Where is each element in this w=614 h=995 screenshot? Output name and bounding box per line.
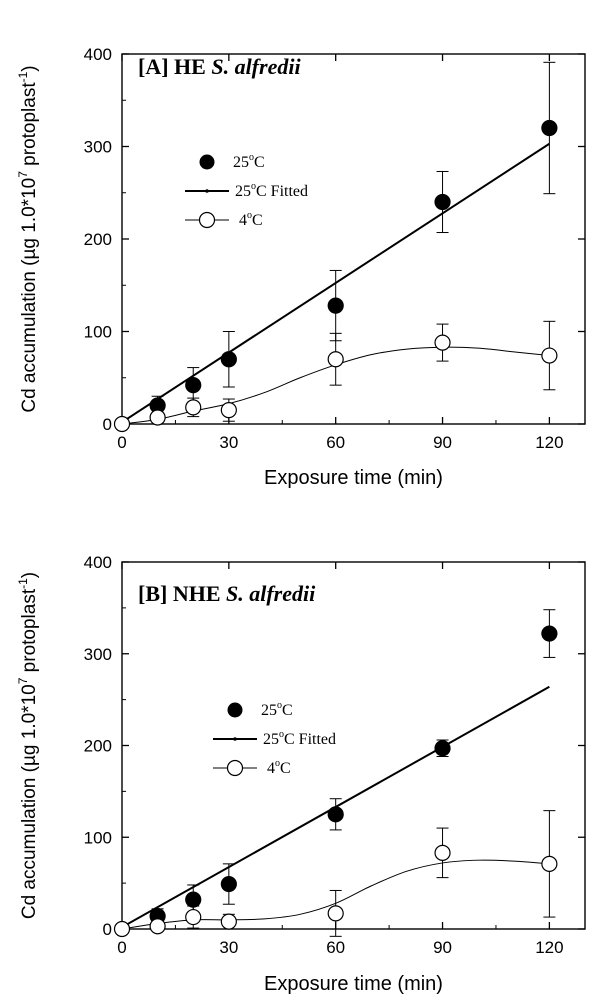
legend-line-dot <box>233 737 237 741</box>
data-point-4c <box>113 920 131 938</box>
x-tick-label: 60 <box>326 433 345 452</box>
x-tick-label: 90 <box>433 433 452 452</box>
x-tick-label: 60 <box>326 938 345 957</box>
y-tick-label: 100 <box>84 323 112 342</box>
y-tick-label: 200 <box>84 737 112 756</box>
chart-panel-a: 0 30 60 90 120 0 100 200 300 400 Exposure time (mi… <box>16 45 586 489</box>
data-point-4c <box>185 908 202 926</box>
legend-label: 4oC <box>239 210 263 229</box>
data-point-4c <box>220 913 237 930</box>
data-point-25c <box>220 351 237 368</box>
data-point-25c <box>434 193 451 211</box>
chart-title: [B] NHE S. alfredii <box>138 581 316 606</box>
legend-marker-open <box>226 759 244 777</box>
y-tick-label: 300 <box>84 645 112 664</box>
data-point-25c <box>434 740 451 757</box>
legend-label: 4oC <box>267 758 291 777</box>
legend: 25oC 25oC Fitted 4oC <box>185 152 308 229</box>
data-point-25c <box>327 806 344 823</box>
data-point-25c <box>220 875 237 893</box>
data-point-25c <box>185 891 202 908</box>
data-point-4c <box>541 855 558 872</box>
data-point-4c <box>434 334 451 351</box>
legend-marker-filled <box>227 702 243 718</box>
plot-frame <box>121 53 586 425</box>
data-point-25c <box>327 297 344 314</box>
x-tick-label: 0 <box>117 433 126 452</box>
y-tick-label: 100 <box>84 828 112 847</box>
x-tick-label: 0 <box>117 938 126 957</box>
y-axis-label: Cd accumulation (µg 1.0*107 protoplast-1… <box>16 65 40 412</box>
y-tick-label: 0 <box>103 415 112 434</box>
data-point-4c <box>149 409 166 426</box>
chart-title: [A] HE S. alfredii <box>138 54 301 79</box>
x-tick-label: 30 <box>219 938 238 957</box>
data-point-25c <box>541 625 558 642</box>
data-point-4c <box>220 402 237 419</box>
legend-label: 25oC Fitted <box>263 729 336 748</box>
legend: 25oC 25oC Fitted 4oC <box>213 700 336 777</box>
y-tick-label: 400 <box>84 553 112 572</box>
legend-marker-filled <box>199 154 215 170</box>
data-point-25c <box>541 119 558 137</box>
legend-label: 25oC Fitted <box>235 181 308 200</box>
data-point-4c <box>149 918 166 935</box>
x-tick-label: 120 <box>535 938 563 957</box>
data-point-25c <box>185 377 202 394</box>
x-tick-label: 90 <box>433 938 452 957</box>
legend-label: 25oC <box>261 700 293 719</box>
legend-line-dot <box>205 189 209 193</box>
data-point-4c <box>113 415 131 433</box>
x-tick-label: 120 <box>535 433 563 452</box>
data-point-4c <box>327 351 344 368</box>
y-tick-label: 0 <box>103 920 112 939</box>
x-axis-label: Exposure time (min) <box>264 973 443 995</box>
data-point-4c <box>185 399 202 416</box>
plot-frame <box>121 561 586 930</box>
x-tick-label: 30 <box>219 433 238 452</box>
legend-marker-open <box>198 211 216 229</box>
data-point-4c <box>327 905 344 922</box>
data-point-4c <box>541 347 558 364</box>
chart-panel-b: 0 30 60 90 120 0 100 200 300 400 Exposure time (mi… <box>16 553 586 995</box>
data-point-4c <box>434 844 451 861</box>
y-tick-label: 200 <box>84 230 112 249</box>
legend-label: 25oC <box>233 152 265 171</box>
x-axis-label: Exposure time (min) <box>264 467 443 489</box>
y-tick-label: 400 <box>84 45 112 64</box>
y-axis-label: Cd accumulation (µg 1.0*107 protoplast-1… <box>16 572 40 919</box>
y-tick-label: 300 <box>84 138 112 157</box>
